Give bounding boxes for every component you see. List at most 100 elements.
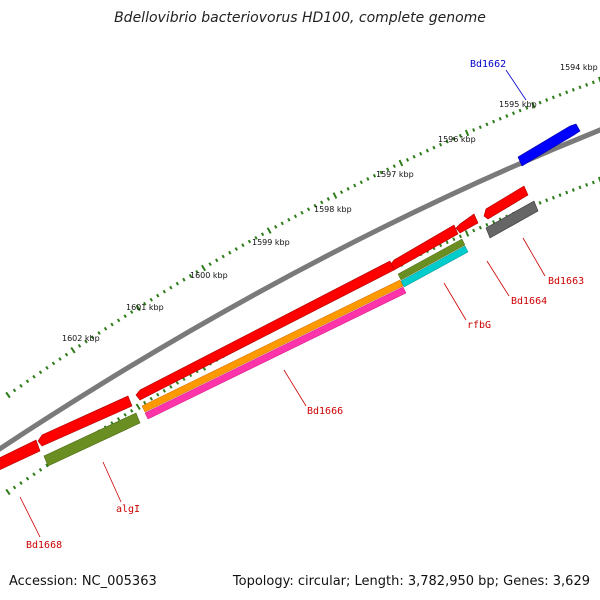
tick-mark bbox=[445, 240, 449, 245]
tick-mark bbox=[260, 232, 265, 237]
tick-mark bbox=[571, 188, 575, 192]
scale-label: 1600 kbp bbox=[190, 271, 228, 280]
gene-algI-olive[interactable] bbox=[43, 412, 141, 467]
leader-lines bbox=[19, 69, 546, 538]
tick-mark bbox=[129, 310, 134, 314]
tick-mark bbox=[247, 239, 252, 244]
genome-summary: Topology: circular; Length: 3,782,950 bp… bbox=[232, 574, 590, 589]
tick-mark bbox=[149, 297, 153, 302]
tick-mark bbox=[498, 116, 502, 121]
gene-bd1666-orange[interactable] bbox=[141, 279, 404, 413]
tick-mark bbox=[135, 403, 141, 411]
tick-mark bbox=[432, 145, 436, 150]
tick-mark bbox=[123, 412, 127, 417]
tick-mark bbox=[372, 173, 377, 178]
tick-mark bbox=[188, 273, 193, 278]
tick-mark bbox=[221, 254, 225, 259]
tick-mark bbox=[339, 190, 344, 195]
leader-bd1664 bbox=[486, 260, 510, 297]
tick-mark bbox=[175, 381, 180, 385]
tick-mark bbox=[254, 235, 258, 240]
tick-mark bbox=[492, 119, 496, 124]
tick-mark bbox=[64, 352, 69, 357]
scale-label: 1597 kbp bbox=[376, 170, 414, 179]
tick-mark bbox=[110, 322, 114, 327]
gene-label-bd1662: Bd1662 bbox=[470, 59, 506, 70]
tick-mark bbox=[103, 326, 108, 331]
leader-rfbG bbox=[443, 282, 467, 321]
tick-mark bbox=[19, 383, 23, 388]
gene-labels: Bd1662 Bd1663 Bd1664 rfbG Bd1666 algI Bd… bbox=[26, 59, 584, 551]
tick-mark bbox=[38, 467, 43, 472]
tick-mark bbox=[274, 225, 278, 229]
gene-bd1666-magenta[interactable] bbox=[144, 286, 407, 420]
gene-bd1664-arrow[interactable] bbox=[455, 213, 479, 234]
gene-algI-arrow[interactable] bbox=[37, 395, 133, 447]
leader-bd1662 bbox=[505, 69, 527, 101]
tick-mark bbox=[538, 100, 542, 105]
tick-mark bbox=[472, 128, 476, 132]
tick-mark bbox=[379, 170, 383, 175]
tick-mark bbox=[208, 262, 212, 267]
tick-mark bbox=[545, 98, 549, 102]
tick-mark bbox=[169, 384, 173, 389]
tick-mark bbox=[518, 108, 522, 113]
tick-mark bbox=[332, 192, 338, 199]
tick-mark bbox=[156, 293, 160, 298]
tick-mark bbox=[306, 207, 311, 212]
tick-mark bbox=[597, 76, 600, 83]
tick-mark bbox=[169, 285, 173, 290]
tick-mark bbox=[293, 214, 298, 219]
gene-bd1666-arrow[interactable] bbox=[135, 260, 395, 401]
tick-mark bbox=[300, 210, 304, 215]
outer-tick-ring bbox=[5, 76, 600, 399]
gene-rfbG-olive[interactable] bbox=[397, 238, 466, 281]
tick-mark bbox=[472, 228, 476, 233]
tick-mark bbox=[346, 186, 350, 191]
gene-label-rfbG: rfbG bbox=[467, 320, 491, 331]
tick-mark bbox=[5, 391, 11, 399]
tick-mark bbox=[366, 177, 370, 181]
gene-bd1663-cds[interactable] bbox=[485, 200, 539, 239]
leader-algI bbox=[102, 461, 122, 503]
tick-mark bbox=[571, 87, 575, 92]
tick-mark bbox=[287, 217, 291, 222]
tick-mark bbox=[32, 472, 36, 477]
tick-mark bbox=[458, 133, 463, 138]
tick-mark bbox=[58, 357, 62, 361]
tick-mark bbox=[313, 203, 317, 208]
scale-label: 1596 kbp bbox=[438, 135, 476, 144]
gene-rfbG-cyan[interactable] bbox=[400, 245, 469, 288]
gene-bd1668-arrow[interactable] bbox=[0, 439, 41, 472]
tick-mark bbox=[485, 222, 489, 227]
tick-mark bbox=[392, 164, 396, 169]
tick-mark bbox=[478, 225, 482, 230]
gene-label-algI: algI bbox=[116, 504, 140, 515]
tick-mark bbox=[578, 85, 582, 90]
tick-mark bbox=[77, 343, 82, 348]
tick-mark bbox=[551, 195, 555, 200]
tick-mark bbox=[405, 157, 410, 162]
gene-bd1663-arrow[interactable] bbox=[483, 185, 529, 220]
tick-mark bbox=[511, 111, 516, 116]
scale-label: 1598 kbp bbox=[314, 205, 352, 214]
tick-mark bbox=[597, 176, 600, 183]
tick-mark bbox=[234, 247, 238, 251]
tick-mark bbox=[585, 183, 589, 187]
tick-mark bbox=[266, 227, 272, 234]
tick-mark bbox=[353, 183, 357, 188]
tick-mark bbox=[182, 377, 186, 381]
tick-mark bbox=[97, 331, 101, 335]
tick-mark bbox=[70, 347, 76, 354]
tick-mark bbox=[280, 221, 284, 226]
tick-mark bbox=[228, 250, 232, 255]
gene-bd1662-arrow[interactable] bbox=[517, 123, 581, 167]
leader-bd1666 bbox=[283, 369, 307, 407]
tick-mark bbox=[558, 92, 562, 97]
tick-mark bbox=[215, 258, 219, 263]
tick-mark bbox=[116, 318, 121, 323]
gene-label-bd1663: Bd1663 bbox=[548, 276, 584, 287]
scale-label: 1594 kbp bbox=[560, 63, 598, 72]
tick-mark bbox=[464, 230, 470, 237]
tick-mark bbox=[525, 106, 529, 110]
